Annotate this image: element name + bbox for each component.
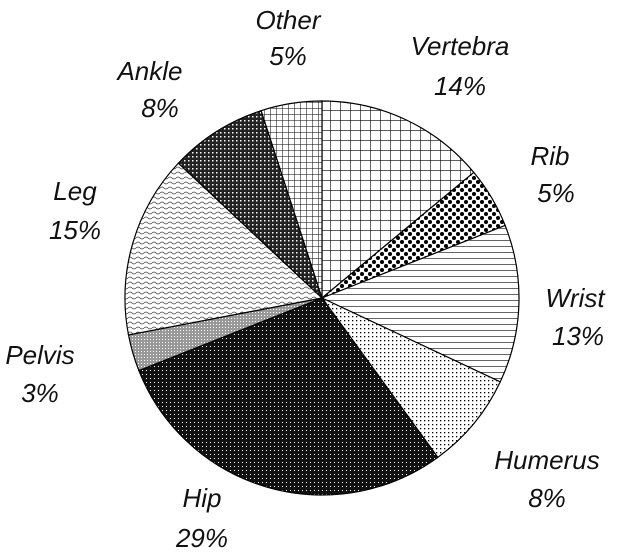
- pie-slice: [138, 297, 439, 496]
- slice-value-label: 3%: [21, 378, 59, 408]
- slice-value-label: 14%: [434, 71, 486, 101]
- slice-label: Other: [255, 5, 321, 35]
- slice-label: Rib: [530, 141, 569, 171]
- slice-label: Hip: [182, 483, 221, 513]
- slice-value-label: 5%: [269, 41, 307, 71]
- pie-slice: [321, 100, 475, 300]
- pie-slice: [124, 162, 324, 336]
- slice-value-label: 29%: [175, 523, 228, 553]
- slice-value-label: 8%: [141, 93, 179, 123]
- pie-slice: [321, 297, 502, 459]
- pie-slice: [260, 100, 323, 299]
- slice-label: Leg: [53, 176, 97, 206]
- slice-label: Ankle: [115, 56, 182, 86]
- slice-value-label: 15%: [49, 215, 101, 245]
- slice-label: Pelvis: [5, 340, 74, 370]
- pie-slice: [320, 224, 520, 383]
- slice-value-label: 5%: [537, 178, 575, 208]
- slice-label: Humerus: [494, 445, 599, 475]
- slice-value-label: 13%: [552, 321, 604, 351]
- pie-slice: [177, 109, 323, 299]
- slice-label: Vertebra: [411, 31, 510, 61]
- slice-value-label: 8%: [528, 483, 566, 513]
- slice-label: Wrist: [545, 283, 606, 313]
